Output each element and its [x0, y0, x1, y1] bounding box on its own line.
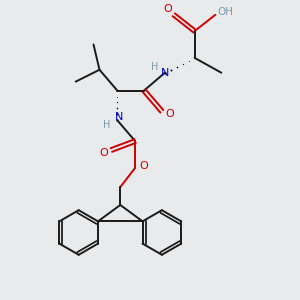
Text: O: O: [100, 148, 108, 158]
Text: N: N: [115, 112, 123, 122]
Text: O: O: [164, 4, 172, 14]
Text: O: O: [165, 109, 174, 119]
Text: N: N: [161, 68, 169, 78]
Text: O: O: [139, 161, 148, 171]
Text: H: H: [103, 120, 111, 130]
Text: OH: OH: [218, 7, 234, 17]
Text: H: H: [151, 62, 158, 72]
